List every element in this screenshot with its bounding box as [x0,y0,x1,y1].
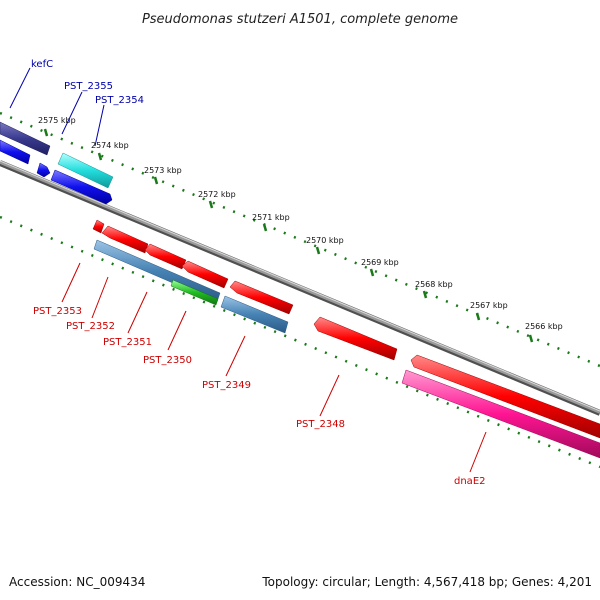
label-PST_2352[interactable]: PST_2352 [66,321,115,332]
gene-PST_2349[interactable] [220,295,289,334]
gene-PST_2351-red[interactable] [181,260,229,289]
gene-PST_2352-red[interactable] [144,243,187,270]
gene-dnaE2[interactable] [401,369,600,459]
connector-kefC [9,67,31,109]
gene-blue-small[interactable] [36,162,51,178]
connector-PST_2349 [225,335,246,377]
connector-PST_2352 [91,276,109,319]
label-PST_2348[interactable]: PST_2348 [296,419,345,430]
major-tick [422,290,428,299]
label-PST_2351[interactable]: PST_2351 [103,337,152,348]
gene-blue-arrow[interactable] [0,139,31,165]
label-dnaE2[interactable]: dnaE2 [454,476,486,487]
tick-label: 2566 kbp [525,322,563,331]
connector-PST_2354 [94,104,105,147]
label-PST_2349[interactable]: PST_2349 [202,380,251,391]
tick-label: 2575 kbp [38,116,76,125]
tick-label: 2574 kbp [91,141,129,150]
major-tick [528,334,534,343]
gene-red-mid[interactable] [229,280,294,315]
genome-backbone [0,160,600,416]
forward-label-connectors [9,67,105,147]
major-tick [43,128,49,137]
connector-dnaE2 [469,431,487,473]
tick-label: 2571 kbp [252,213,290,222]
connector-PST_2351 [127,291,148,334]
major-tick [369,268,375,277]
tick-label: 2569 kbp [361,258,399,267]
major-tick [208,200,214,209]
gene-PST_2350[interactable] [170,279,219,306]
gene-PST_2355[interactable] [57,152,114,189]
label-kefC[interactable]: kefC [31,59,53,70]
tick-labels: 2575 kbp 2574 kbp 2573 kbp 2572 kbp 2571… [38,116,563,331]
tick-label: 2568 kbp [415,280,453,289]
major-tick [97,152,103,161]
connector-PST_2348 [319,374,340,417]
connector-PST_2350 [167,310,187,351]
label-PST_2354[interactable]: PST_2354 [95,95,144,106]
major-ticks [43,128,534,343]
reverse-label-connectors [61,262,487,473]
connector-PST_2353 [61,262,81,303]
label-PST_2355[interactable]: PST_2355 [64,81,113,92]
tick-label: 2570 kbp [306,236,344,245]
tick-label: 2573 kbp [144,166,182,175]
major-tick [315,246,321,255]
major-tick [475,312,481,321]
map-title: Pseudomonas stutzeri A1501, complete gen… [142,12,458,27]
major-tick [262,223,268,232]
gene-kefC[interactable] [0,121,51,156]
tick-label: 2567 kbp [470,301,508,310]
major-tick [153,176,159,185]
label-PST_2353[interactable]: PST_2353 [33,306,82,317]
gene-labels: kefC PST_2355 PST_2354 PST_2353 PST_2352… [31,59,486,487]
accession-text: Accession: NC_009434 [9,575,145,589]
connector-PST_2355 [61,91,83,135]
label-PST_2350[interactable]: PST_2350 [143,355,192,366]
gene-PST_2353[interactable] [101,225,149,254]
gene-red-tiny[interactable] [92,219,105,234]
forward-strand-genes [0,121,114,205]
gene-PST_2348[interactable] [313,316,398,361]
summary-text: Topology: circular; Length: 4,567,418 bp… [261,575,592,589]
gene-red-long[interactable] [410,354,600,439]
gene-PST_2354[interactable] [50,169,113,205]
reverse-strand-genes [92,219,600,459]
tick-label: 2572 kbp [198,190,236,199]
